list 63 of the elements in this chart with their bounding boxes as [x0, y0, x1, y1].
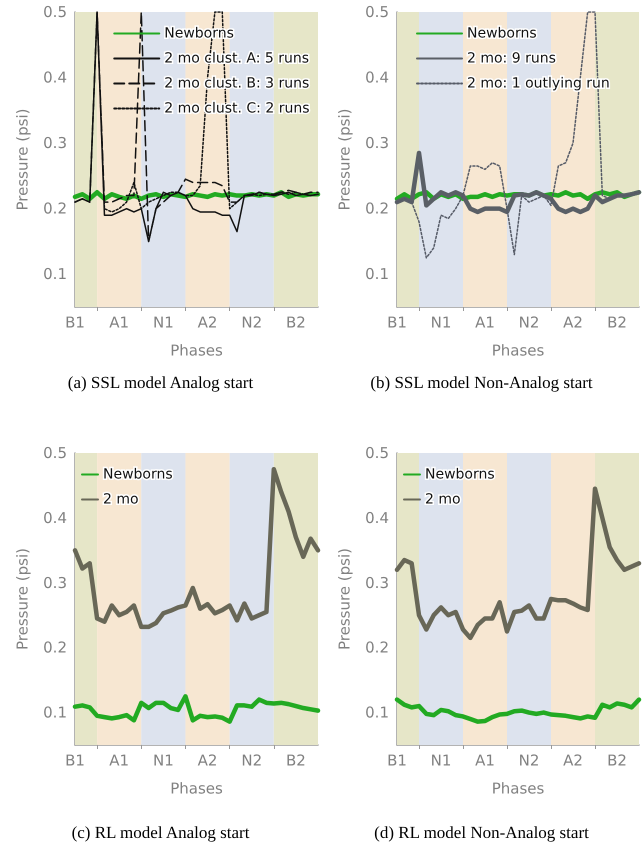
text: (d) RL model Non-Analog start — [374, 823, 590, 842]
y-axis-title: Pressure (psi) — [14, 108, 32, 211]
legend-label: 2 mo: 1 outlying run — [467, 76, 610, 92]
y-axis-title: Pressure (psi) — [336, 108, 354, 211]
x-tick-label: N2 — [518, 314, 540, 332]
y-tick-label: 0.1 — [365, 265, 389, 284]
y-tick-label: 0.5 — [43, 444, 67, 462]
x-axis-title: Phases — [492, 780, 544, 798]
x-tick-label: A2 — [563, 314, 583, 332]
x-tick-label: A1 — [475, 752, 495, 770]
y-tick-label: 0.3 — [365, 574, 389, 592]
x-tick-label: N1 — [152, 752, 174, 770]
x-tick-label: B2 — [607, 752, 627, 770]
y-tick-label: 0.4 — [365, 68, 389, 87]
x-tick-label: B1 — [65, 752, 85, 770]
y-tick-label: 0.4 — [43, 508, 67, 527]
text: (c) RL model Analog start — [72, 823, 250, 842]
y-axis-title: Pressure (psi) — [14, 548, 32, 650]
x-tick-label: A2 — [198, 752, 218, 770]
y-tick-label: 0.1 — [43, 704, 67, 722]
y-tick-label: 0.4 — [365, 508, 389, 527]
x-tick-label: A2 — [198, 314, 218, 332]
y-tick-label: 0.1 — [43, 265, 67, 284]
x-tick-label: N2 — [518, 752, 540, 770]
legend-label: Newborns — [425, 466, 495, 482]
x-tick-label: N2 — [241, 752, 262, 770]
x-tick-label: B2 — [286, 314, 306, 332]
x-axis-title: Phases — [170, 342, 223, 360]
x-tick-label: B1 — [387, 752, 407, 770]
y-tick-label: 0.1 — [365, 704, 389, 722]
legend-label: Newborns — [467, 26, 537, 42]
legend-label: 2 mo — [103, 492, 139, 508]
y-tick-label: 0.5 — [365, 3, 389, 21]
y-tick-label: 0.2 — [365, 200, 389, 218]
y-axis-title: Pressure (psi) — [336, 548, 354, 650]
legend-label: Newborns — [103, 466, 173, 482]
y-tick-label: 0.3 — [365, 134, 389, 152]
y-tick-label: 0.2 — [43, 200, 67, 218]
x-tick-label: B1 — [387, 314, 407, 332]
y-tick-label: 0.3 — [43, 134, 67, 152]
legend-label: 2 mo — [425, 492, 461, 508]
legend-label: 2 mo: 9 runs — [467, 50, 556, 66]
x-tick-label: A1 — [109, 752, 130, 770]
text: (b) SSL model Non-Analog start — [370, 373, 593, 392]
x-tick-label: N1 — [430, 752, 452, 770]
x-tick-label: A1 — [109, 314, 130, 332]
x-axis-title: Phases — [492, 342, 544, 360]
x-axis-title: Phases — [170, 780, 223, 798]
x-tick-label: A1 — [475, 314, 495, 332]
x-tick-label: N1 — [152, 314, 174, 332]
x-tick-label: A2 — [563, 752, 583, 770]
x-tick-label: B1 — [65, 314, 85, 332]
y-tick-label: 0.5 — [43, 3, 67, 21]
x-tick-label: B2 — [286, 752, 306, 770]
x-tick-label: N1 — [430, 314, 452, 332]
y-tick-label: 0.5 — [365, 444, 389, 462]
y-tick-label: 0.3 — [43, 574, 67, 592]
y-tick-label: 0.2 — [365, 638, 389, 657]
y-tick-label: 0.4 — [43, 68, 67, 87]
x-tick-label: B2 — [607, 314, 627, 332]
text: (a) SSL model Analog start — [68, 373, 254, 392]
x-tick-label: N2 — [241, 314, 262, 332]
y-tick-label: 0.2 — [43, 638, 67, 657]
